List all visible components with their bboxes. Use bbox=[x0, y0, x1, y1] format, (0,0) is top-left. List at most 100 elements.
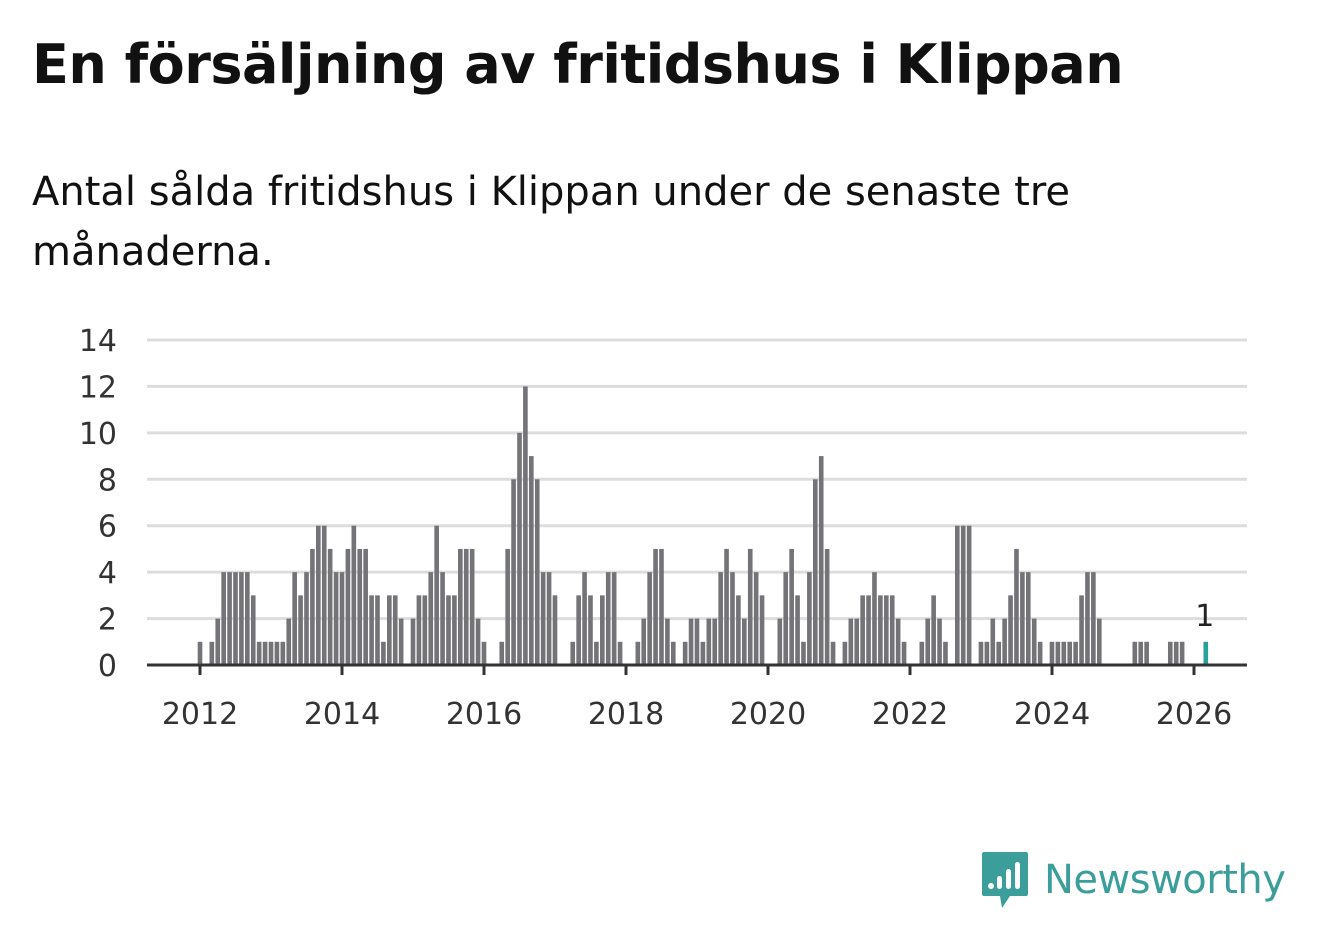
y-axis-ticks: 0 2 4 6 8 10 12 14 bbox=[79, 324, 117, 684]
bar bbox=[446, 595, 451, 665]
y-tick-label: 14 bbox=[79, 324, 117, 359]
bar bbox=[688, 618, 694, 665]
bar bbox=[351, 525, 357, 665]
bar bbox=[866, 595, 871, 665]
bar bbox=[1061, 641, 1067, 665]
bar bbox=[1079, 595, 1084, 665]
brand-name: Newsworthy bbox=[1044, 857, 1286, 903]
bar bbox=[469, 548, 475, 665]
bar bbox=[463, 548, 469, 665]
newsworthy-logo[interactable]: Newsworthy bbox=[980, 850, 1286, 910]
bar bbox=[215, 618, 221, 665]
bar bbox=[860, 595, 865, 665]
bar bbox=[747, 548, 753, 665]
bar bbox=[363, 548, 368, 665]
bar bbox=[943, 641, 948, 665]
bar bbox=[759, 595, 765, 665]
bar bbox=[209, 641, 215, 665]
bar bbox=[221, 572, 226, 665]
bar bbox=[813, 479, 818, 665]
bar bbox=[724, 548, 729, 665]
x-tick-label: 2014 bbox=[304, 697, 380, 732]
bar bbox=[304, 572, 309, 665]
y-tick-label: 8 bbox=[98, 463, 117, 498]
bar bbox=[889, 595, 895, 665]
bar bbox=[807, 572, 812, 665]
bar bbox=[274, 641, 280, 665]
x-axis: 2012 2014 2016 2018 2020 2022 2024 2026 bbox=[147, 663, 1247, 732]
bar bbox=[700, 641, 706, 665]
x-tick-label: 2012 bbox=[162, 697, 238, 732]
bar bbox=[872, 572, 877, 665]
bar bbox=[499, 641, 505, 665]
bar bbox=[481, 641, 487, 665]
bar bbox=[653, 548, 658, 665]
bar bbox=[552, 595, 558, 665]
bar bbox=[1031, 618, 1037, 665]
bar bbox=[990, 618, 996, 665]
bar-chart: 0 2 4 6 8 10 12 14 2012 2014 2016 2018 2020 2022 2024… bbox=[79, 324, 1247, 732]
bar bbox=[375, 595, 380, 665]
bar bbox=[529, 456, 534, 665]
bar bbox=[298, 595, 303, 665]
x-tick-label: 2018 bbox=[588, 697, 664, 732]
bar bbox=[795, 595, 800, 665]
x-tick-label: 2026 bbox=[1156, 697, 1232, 732]
bar bbox=[635, 641, 641, 665]
bar bbox=[582, 572, 587, 665]
bar bbox=[783, 572, 789, 665]
bar bbox=[1144, 641, 1149, 665]
bar bbox=[256, 641, 262, 665]
bar bbox=[250, 595, 256, 665]
bar bbox=[978, 641, 984, 665]
bars bbox=[197, 386, 1209, 665]
bar bbox=[600, 595, 605, 665]
bar bbox=[789, 548, 794, 665]
bar bbox=[1085, 572, 1090, 665]
bar bbox=[357, 548, 363, 665]
x-tick-label: 2020 bbox=[730, 697, 806, 732]
y-tick-label: 4 bbox=[98, 556, 117, 591]
bar bbox=[818, 456, 824, 665]
bar bbox=[641, 618, 647, 665]
y-tick-label: 2 bbox=[98, 603, 117, 638]
bar bbox=[534, 479, 540, 665]
bar bbox=[398, 618, 404, 665]
bar bbox=[339, 572, 345, 665]
bar bbox=[730, 572, 735, 665]
bar bbox=[1037, 641, 1043, 665]
bar bbox=[801, 641, 806, 665]
highlight-value-label: 1 bbox=[1195, 599, 1214, 634]
bar bbox=[233, 572, 238, 665]
bar bbox=[392, 595, 398, 665]
bar bbox=[937, 618, 942, 665]
bar bbox=[1173, 641, 1179, 665]
bar bbox=[960, 525, 966, 665]
bar bbox=[1067, 641, 1073, 665]
bar bbox=[665, 618, 670, 665]
y-tick-label: 10 bbox=[79, 417, 117, 452]
bar bbox=[268, 641, 274, 665]
bar bbox=[1020, 572, 1025, 665]
bar bbox=[511, 479, 516, 665]
bar bbox=[931, 595, 936, 665]
bar bbox=[428, 572, 434, 665]
bar bbox=[381, 641, 386, 665]
chart-subtitle: Antal sålda fritidshus i Klippan under d… bbox=[32, 169, 1070, 275]
newsworthy-logo-icon bbox=[982, 852, 1028, 908]
bar bbox=[452, 595, 457, 665]
bar bbox=[996, 641, 1002, 665]
bar bbox=[647, 572, 652, 665]
chart-title: En försäljning av fritidshus i Klippan bbox=[32, 33, 1124, 96]
bar bbox=[925, 618, 931, 665]
bar bbox=[570, 641, 576, 665]
bar bbox=[706, 618, 712, 665]
bar bbox=[901, 641, 907, 665]
bar bbox=[1025, 572, 1031, 665]
bar bbox=[505, 548, 510, 665]
bar bbox=[854, 618, 860, 665]
bar-labels: 1 bbox=[1195, 599, 1214, 634]
bar bbox=[1073, 641, 1078, 665]
bar bbox=[327, 548, 333, 665]
y-tick-label: 0 bbox=[98, 649, 117, 684]
